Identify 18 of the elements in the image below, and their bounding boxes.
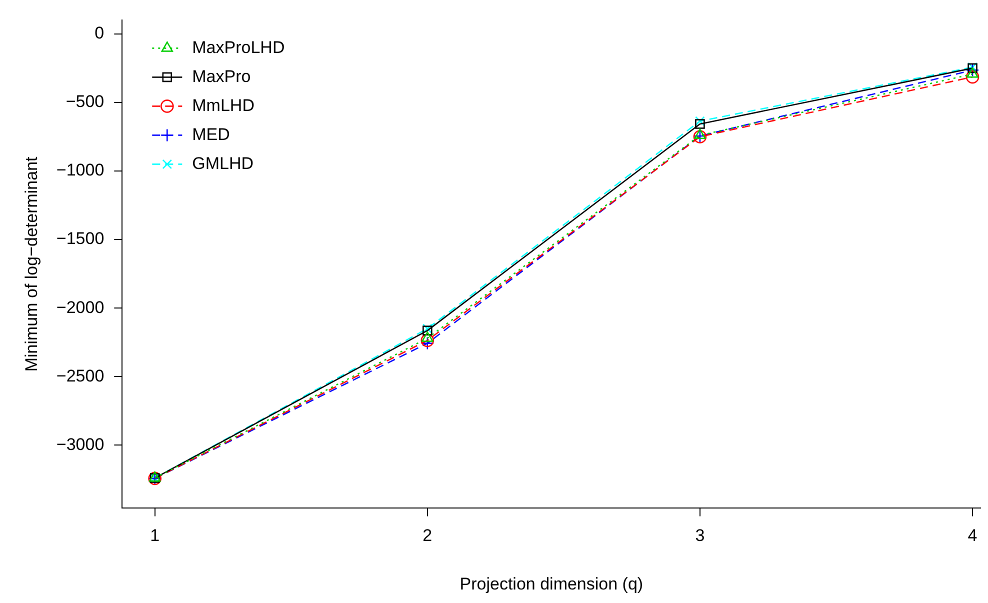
- y-tick-label: −500: [66, 92, 104, 112]
- x-tick-label: 4: [968, 526, 978, 546]
- y-tick-label: −2500: [56, 366, 104, 386]
- y-tick-label: −2000: [56, 298, 104, 317]
- legend-label: MED: [192, 124, 230, 144]
- x-tick-label: 1: [150, 526, 160, 546]
- y-tick-label: −1000: [56, 160, 104, 180]
- x-axis-title: Projection dimension (q): [460, 574, 644, 594]
- y-tick-label: −3000: [56, 434, 104, 454]
- legend-label: MaxProLHD: [192, 38, 285, 57]
- y-tick-label: 0: [94, 24, 104, 43]
- legend-label: GMLHD: [192, 154, 254, 173]
- x-tick-label: 2: [422, 526, 432, 546]
- y-tick-label: −1500: [56, 229, 104, 248]
- y-axis-title: Minimum of log−determinant: [22, 156, 41, 372]
- legend-label: MaxPro: [192, 66, 251, 86]
- legend-label: MmLHD: [192, 96, 254, 115]
- x-tick-label: 3: [695, 526, 705, 546]
